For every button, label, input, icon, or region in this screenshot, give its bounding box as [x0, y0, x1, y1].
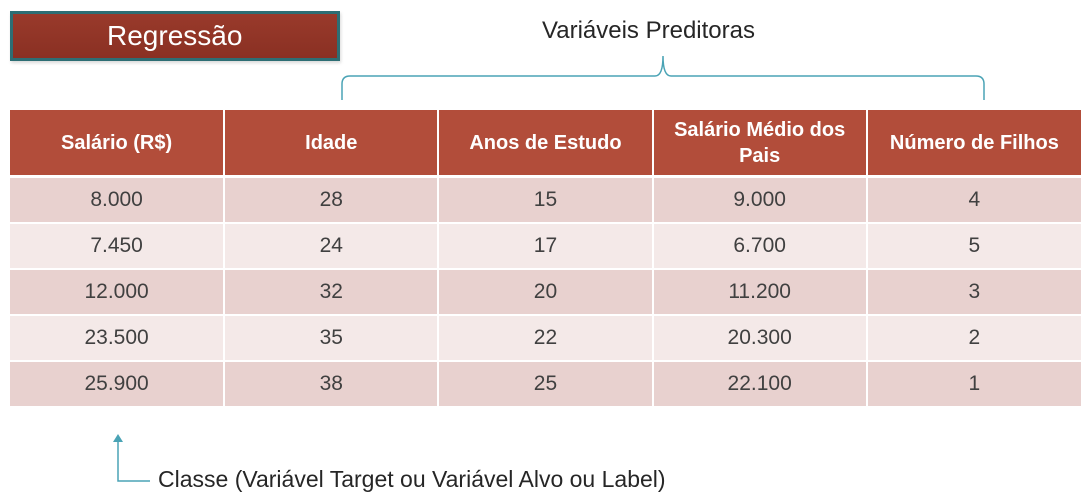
header-anos-de-estudo: Anos de Estudo: [438, 110, 654, 178]
header-salario-medio-pais: Salário Médio dos Pais: [652, 110, 868, 178]
table-cell: 4: [866, 176, 1081, 224]
table-cell: 38: [224, 361, 440, 408]
data-table: Salário (R$) Idade Anos de Estudo Salári…: [10, 110, 1081, 408]
title-box: Regressão: [10, 11, 340, 61]
predictors-label: Variáveis Preditoras: [542, 17, 755, 44]
table-cell: 7.450: [10, 223, 226, 270]
header-row: Salário (R$) Idade Anos de Estudo Salári…: [10, 110, 1081, 178]
header-salario: Salário (R$): [10, 110, 226, 178]
table-cell: 9.000: [652, 176, 868, 224]
table-cell: 6.700: [652, 223, 868, 270]
header-numero-de-filhos: Número de Filhos: [866, 110, 1081, 178]
table-cell: 2: [866, 315, 1081, 362]
table-cell: 20.300: [652, 315, 868, 362]
table-cell: 5: [866, 223, 1081, 270]
table-cell: 12.000: [10, 269, 226, 316]
table-cell: 1: [866, 361, 1081, 408]
table-cell: 8.000: [10, 176, 226, 224]
table-row: 12.000 32 20 11.200 3: [10, 269, 1081, 316]
table-cell: 28: [224, 176, 440, 224]
table-cell: 32: [224, 269, 440, 316]
table-row: 8.000 28 15 9.000 4: [10, 176, 1081, 224]
table-cell: 24: [224, 223, 440, 270]
slide-title: Regressão: [107, 20, 243, 51]
table-row: 23.500 35 22 20.300 2: [10, 315, 1081, 362]
table-cell: 3: [866, 269, 1081, 316]
table-cell: 35: [224, 315, 440, 362]
table-cell: 11.200: [652, 269, 868, 316]
table-cell: 22: [438, 315, 654, 362]
header-idade: Idade: [224, 110, 440, 178]
table-cell: 22.100: [652, 361, 868, 408]
table-cell: 20: [438, 269, 654, 316]
table-cell: 17: [438, 223, 654, 270]
table-cell: 15: [438, 176, 654, 224]
class-label: Classe (Variável Target ou Variável Alvo…: [158, 466, 666, 492]
table-cell: 25.900: [10, 361, 226, 408]
table-row: 7.450 24 17 6.700 5: [10, 223, 1081, 270]
table-row: 25.900 38 25 22.100 1: [10, 361, 1081, 408]
table-cell: 25: [438, 361, 654, 408]
table-cell: 23.500: [10, 315, 226, 362]
